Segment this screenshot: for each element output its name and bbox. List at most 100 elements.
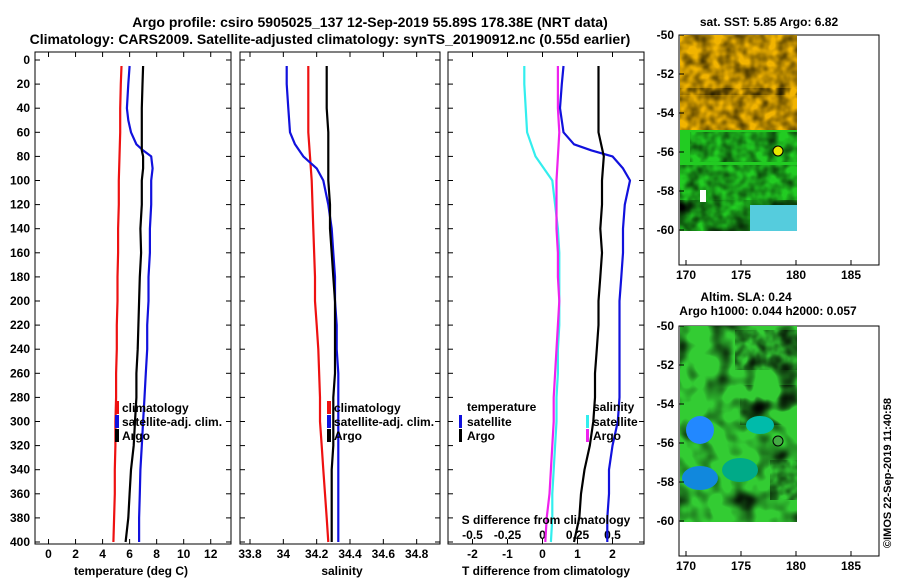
- depth-tick-label: 280: [10, 390, 30, 404]
- legend-swatch-satellite: [327, 415, 331, 428]
- depth-tick-label: 300: [10, 415, 30, 429]
- series-line-salinity-argo: [544, 66, 561, 543]
- legend-swatch-argo: [115, 429, 119, 442]
- sla-map-title: Altim. SLA: 0.24: [700, 290, 792, 304]
- depth-tick-label: 220: [10, 318, 30, 332]
- depth-tick-label: 100: [10, 174, 30, 188]
- legend-argo: Argo: [122, 429, 150, 443]
- legend-swatch-t-satellite: [459, 415, 462, 428]
- temperature-xlabel: temperature (deg C): [74, 564, 188, 578]
- lat-tick-label: -60: [657, 514, 675, 528]
- legend-temperature-title: temperature: [467, 400, 537, 414]
- sla-heatmap: [680, 326, 797, 522]
- legend-climatology: climatology: [122, 401, 189, 415]
- x-tick-label: 10: [177, 547, 191, 561]
- x-tick-label: 4: [99, 547, 106, 561]
- difference-panel: [447, 51, 645, 545]
- depth-tick-label: 340: [10, 463, 30, 477]
- title-line-2: Climatology: CARS2009. Satellite-adjuste…: [30, 31, 631, 47]
- imos-credit: ©IMOS 22-Sep-2019 11:40:58: [882, 398, 894, 548]
- x-tick-label: 34.8: [405, 547, 429, 561]
- salinity-xlabel: salinity: [321, 564, 363, 578]
- legend-swatch-argo: [327, 429, 331, 442]
- depth-tick-label: 380: [10, 511, 30, 525]
- temperature-panel: [34, 51, 232, 545]
- depth-tick-label: 200: [10, 294, 30, 308]
- legend-s-satellite: satellite: [593, 415, 638, 429]
- sst-argo-marker: [772, 145, 784, 157]
- x-tick-label: 34.2: [305, 547, 329, 561]
- depth-tick-label: 320: [10, 439, 30, 453]
- depth-tick-label: 140: [10, 222, 30, 236]
- temperature-legend: climatology satellite-adj. clim. Argo: [115, 401, 222, 443]
- x-tick-label: 8: [153, 547, 160, 561]
- series-line-climatology: [112, 65, 123, 543]
- lat-tick-label: -52: [657, 358, 675, 372]
- lon-tick-label: 170: [676, 559, 696, 573]
- x-tick-label: 0: [539, 547, 546, 561]
- legend-argo: Argo: [334, 429, 362, 443]
- series-line-temperature-satellite: [558, 65, 632, 542]
- lon-tick-label: 175: [731, 559, 751, 573]
- lat-tick-label: -54: [657, 397, 675, 411]
- legend-satellite: satellite-adj. clim.: [122, 415, 222, 429]
- depth-tick-label: 400: [10, 535, 30, 549]
- salinity-legend: climatology satellite-adj. clim. Argo: [327, 401, 434, 443]
- lat-tick-label: -58: [657, 475, 675, 489]
- depth-axis: 0 20 40 60 80 100 120 140 160 180 200 220 240 260 280 3…: [10, 53, 30, 549]
- legend-t-satellite: satellite: [467, 415, 512, 429]
- x-tick-label: -2: [467, 547, 478, 561]
- series-line-satellite-adj-clim-: [285, 66, 340, 542]
- lat-tick-label: -56: [657, 145, 675, 159]
- temperature-ticks: 0 2 4 6 8 10 12: [35, 52, 231, 561]
- series-line-climatology: [307, 66, 330, 543]
- t-difference-xlabel: T difference from climatology: [462, 564, 630, 578]
- sla-map-subtitle: Argo h1000: 0.044 h2000: 0.057: [679, 304, 857, 318]
- sst-lat-axis: -50 -52 -54 -56 -58 -60: [657, 28, 684, 237]
- depth-tick-label: 40: [17, 101, 31, 115]
- temperature-lines: [112, 65, 154, 543]
- sla-lon-axis: 170 175 180 185: [676, 551, 861, 573]
- legend-swatch-satellite: [115, 415, 119, 428]
- depth-tick-label: 60: [17, 125, 31, 139]
- sst-map-title: sat. SST: 5.85 Argo: 6.82: [700, 15, 839, 29]
- s-tick-label: 0.5: [604, 528, 621, 542]
- lat-tick-label: -56: [657, 436, 675, 450]
- x-tick-label: 33.8: [238, 547, 262, 561]
- salinity-ticks: 33.8 34 34.2 34.4 34.6 34.8: [238, 52, 440, 561]
- x-tick-label: 12: [204, 547, 218, 561]
- depth-tick-label: 180: [10, 270, 30, 284]
- legend-salinity-title: salinity: [593, 400, 635, 414]
- series-line-argo: [325, 66, 337, 542]
- legend-s-argo: Argo: [593, 429, 621, 443]
- x-tick-label: 34.6: [372, 547, 396, 561]
- s-tick-label: 0: [539, 528, 546, 542]
- depth-tick-label: 120: [10, 198, 30, 212]
- s-tick-label: 0.25: [566, 528, 590, 542]
- difference-ticks: -2 -1 0 1 2 -0.5 -0.25 0 0.25 0.5: [448, 52, 644, 561]
- lat-tick-label: -54: [657, 106, 675, 120]
- lat-tick-label: -50: [657, 319, 675, 333]
- sla-lat-axis: -50 -52 -54 -56 -58 -60: [657, 319, 684, 528]
- x-tick-label: 34: [277, 547, 291, 561]
- legend-climatology: climatology: [334, 401, 401, 415]
- depth-tick-label: 0: [23, 53, 30, 67]
- lon-tick-label: 175: [731, 268, 751, 282]
- legend-t-argo: Argo: [467, 429, 495, 443]
- lon-tick-label: 170: [676, 268, 696, 282]
- lon-tick-label: 180: [786, 268, 806, 282]
- title-line-1: Argo profile: csiro 5905025_137 12-Sep-2…: [132, 14, 607, 30]
- sst-lon-axis: 170 175 180 185: [676, 260, 861, 282]
- x-tick-label: 0: [45, 547, 52, 561]
- lat-tick-label: -60: [657, 223, 675, 237]
- depth-tick-label: 360: [10, 487, 30, 501]
- x-tick-label: 6: [126, 547, 133, 561]
- series-line-satellite-adj-clim-: [125, 65, 154, 542]
- legend-swatch-climatology: [327, 401, 331, 414]
- legend-swatch-s-satellite: [586, 415, 589, 428]
- depth-tick-label: 260: [10, 366, 30, 380]
- lon-tick-label: 185: [841, 268, 861, 282]
- lon-tick-label: 185: [841, 559, 861, 573]
- legend-satellite: satellite-adj. clim.: [334, 415, 434, 429]
